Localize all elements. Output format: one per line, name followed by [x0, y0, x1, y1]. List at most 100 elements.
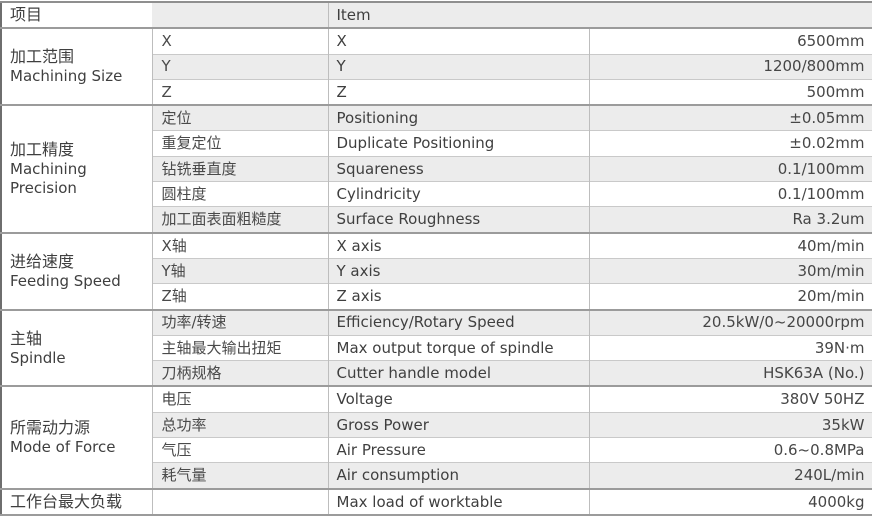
value-cell: 20m/min [588, 283, 872, 310]
table-row: 主轴最大输出扭矩 Max output torque of spindle 39… [1, 334, 872, 361]
item-zh-cell: Y [152, 53, 328, 80]
item-en-cell: X [327, 27, 589, 55]
header-label-en: Item [327, 2, 872, 29]
table-row: 进给速度 Feeding Speed X轴 X axis 40m/min [1, 231, 872, 310]
table-row: 加工面表面粗糙度 Surface Roughness Ra 3.2um [1, 206, 872, 233]
item-zh-cell: 电压 [152, 385, 328, 413]
item-zh-cell [152, 513, 328, 516]
item-zh-cell: 重复定位 [152, 130, 328, 157]
item-en-cell: Weight [327, 513, 589, 516]
item-en-cell: Air Pressure [327, 437, 589, 463]
item-zh-cell: 刀柄规格 [152, 360, 328, 387]
value-cell: 40m/min [588, 231, 872, 259]
category-cell-mode-of-force: 所需动力源 Mode of Force [1, 385, 153, 489]
table-row: 刀柄规格 Cutter handle model HSK63A (No.) [1, 360, 872, 387]
item-en-cell: Cylindricity [327, 181, 589, 207]
table-row: Y轴 Y axis 30m/min [1, 257, 872, 284]
item-en-cell: Gross Power [327, 411, 589, 438]
category-cell-machining-size: 加工范围 Machining Size [1, 27, 153, 106]
value-cell: Ra 3.2um [588, 206, 872, 233]
value-cell: HSK63A (No.) [588, 360, 872, 387]
item-zh-cell: 加工面表面粗糙度 [152, 206, 328, 233]
item-zh-cell: 气压 [152, 437, 328, 463]
item-zh-cell: 总功率 [152, 411, 328, 438]
item-en-cell: Surface Roughness [327, 206, 589, 233]
value-cell: 0.6~0.8MPa [588, 437, 872, 463]
item-zh-cell: 功率/转速 [152, 308, 328, 336]
category-label-zh: 主轴 [10, 328, 43, 348]
category-cell-machine-weight: 机床重量 [1, 513, 153, 516]
item-zh-cell: 主轴最大输出扭矩 [152, 334, 328, 361]
table-row: 加工精度 Machining Precision 定位 Positioning … [1, 104, 872, 233]
table-row: 主轴 Spindle 功率/转速 Efficiency/Rotary Speed… [1, 308, 872, 387]
category-cell-machining-precision: 加工精度 Machining Precision [1, 104, 153, 233]
table-row: Z Z 500mm [1, 78, 872, 106]
value-cell: ±0.05mm [588, 104, 872, 131]
category-label-en: Feeding Speed [10, 271, 121, 290]
item-zh-cell: Z [152, 78, 328, 106]
item-en-cell: Squareness [327, 155, 589, 182]
table-row: 重复定位 Duplicate Positioning ±0.02mm [1, 130, 872, 157]
item-en-cell: Voltage [327, 385, 589, 413]
item-zh-cell: Z轴 [152, 283, 328, 310]
table-row: 总功率 Gross Power 35kW [1, 411, 872, 438]
value-cell: 30m/min [588, 257, 872, 284]
value-cell: 12000kg [588, 513, 872, 516]
value-cell: 4000kg [588, 487, 872, 515]
table-row: 工作台最大负载 Max load of worktable 4000kg [1, 487, 872, 515]
table-header-row: 项目 Item [1, 2, 872, 29]
value-cell: 20.5kW/0~20000rpm [588, 308, 872, 336]
value-cell: 0.1/100mm [588, 181, 872, 207]
value-cell: 0.1/100mm [588, 155, 872, 182]
value-cell: ±0.02mm [588, 130, 872, 157]
table-row: Z轴 Z axis 20m/min [1, 283, 872, 310]
item-en-cell: Air consumption [327, 462, 589, 489]
item-en-cell: Efficiency/Rotary Speed [327, 308, 589, 336]
item-en-cell: Y axis [327, 257, 589, 284]
item-en-cell: Z [327, 78, 589, 106]
table-row: 所需动力源 Mode of Force 电压 Voltage 380V 50HZ [1, 385, 872, 489]
category-label-zh: 加工范围 [10, 47, 75, 67]
value-cell: 35kW [588, 411, 872, 438]
category-label-en: Machining Precision [10, 159, 87, 197]
category-label-zh: 进给速度 [10, 251, 75, 271]
table-row: 圆柱度 Cylindricity 0.1/100mm [1, 181, 872, 207]
item-en-cell: Max output torque of spindle [327, 334, 589, 361]
item-zh-cell: X轴 [152, 231, 328, 259]
item-en-cell: Max load of worktable [327, 487, 589, 515]
value-cell: 6500mm [588, 27, 872, 55]
table-row: 机床重量 Weight 12000kg [1, 513, 872, 516]
item-en-cell: Y [327, 53, 589, 80]
table-row: 加工范围 Machining Size X X 6500mm [1, 27, 872, 106]
category-label-zh: 加工精度 [10, 139, 75, 159]
category-label-en: Machining Size [10, 67, 123, 86]
item-zh-cell: 定位 [152, 104, 328, 131]
category-label-en: Mode of Force [10, 438, 116, 457]
value-cell: 240L/min [588, 462, 872, 489]
category-cell-feeding-speed: 进给速度 Feeding Speed [1, 231, 153, 310]
item-en-cell: Z axis [327, 283, 589, 310]
category-label-en: Spindle [10, 348, 66, 367]
table-row: 钻铣垂直度 Squareness 0.1/100mm [1, 155, 872, 182]
item-zh-cell: 耗气量 [152, 462, 328, 489]
item-zh-cell: Y轴 [152, 257, 328, 284]
category-cell-max-load: 工作台最大负载 [1, 487, 153, 515]
item-en-cell: Duplicate Positioning [327, 130, 589, 157]
value-cell: 1200/800mm [588, 53, 872, 80]
item-zh-cell [152, 487, 328, 515]
value-cell: 39N·m [588, 334, 872, 361]
value-cell: 380V 50HZ [588, 385, 872, 413]
item-zh-cell: 圆柱度 [152, 181, 328, 207]
category-cell-spindle: 主轴 Spindle [1, 308, 153, 387]
item-zh-cell: X [152, 27, 328, 55]
table-row: 耗气量 Air consumption 240L/min [1, 462, 872, 489]
value-cell: 500mm [588, 78, 872, 106]
item-en-cell: X axis [327, 231, 589, 259]
header-spacer-cell [152, 2, 328, 29]
item-zh-cell: 钻铣垂直度 [152, 155, 328, 182]
table-row: 气压 Air Pressure 0.6~0.8MPa [1, 437, 872, 463]
item-en-cell: Cutter handle model [327, 360, 589, 387]
category-label-zh: 所需动力源 [10, 418, 91, 438]
